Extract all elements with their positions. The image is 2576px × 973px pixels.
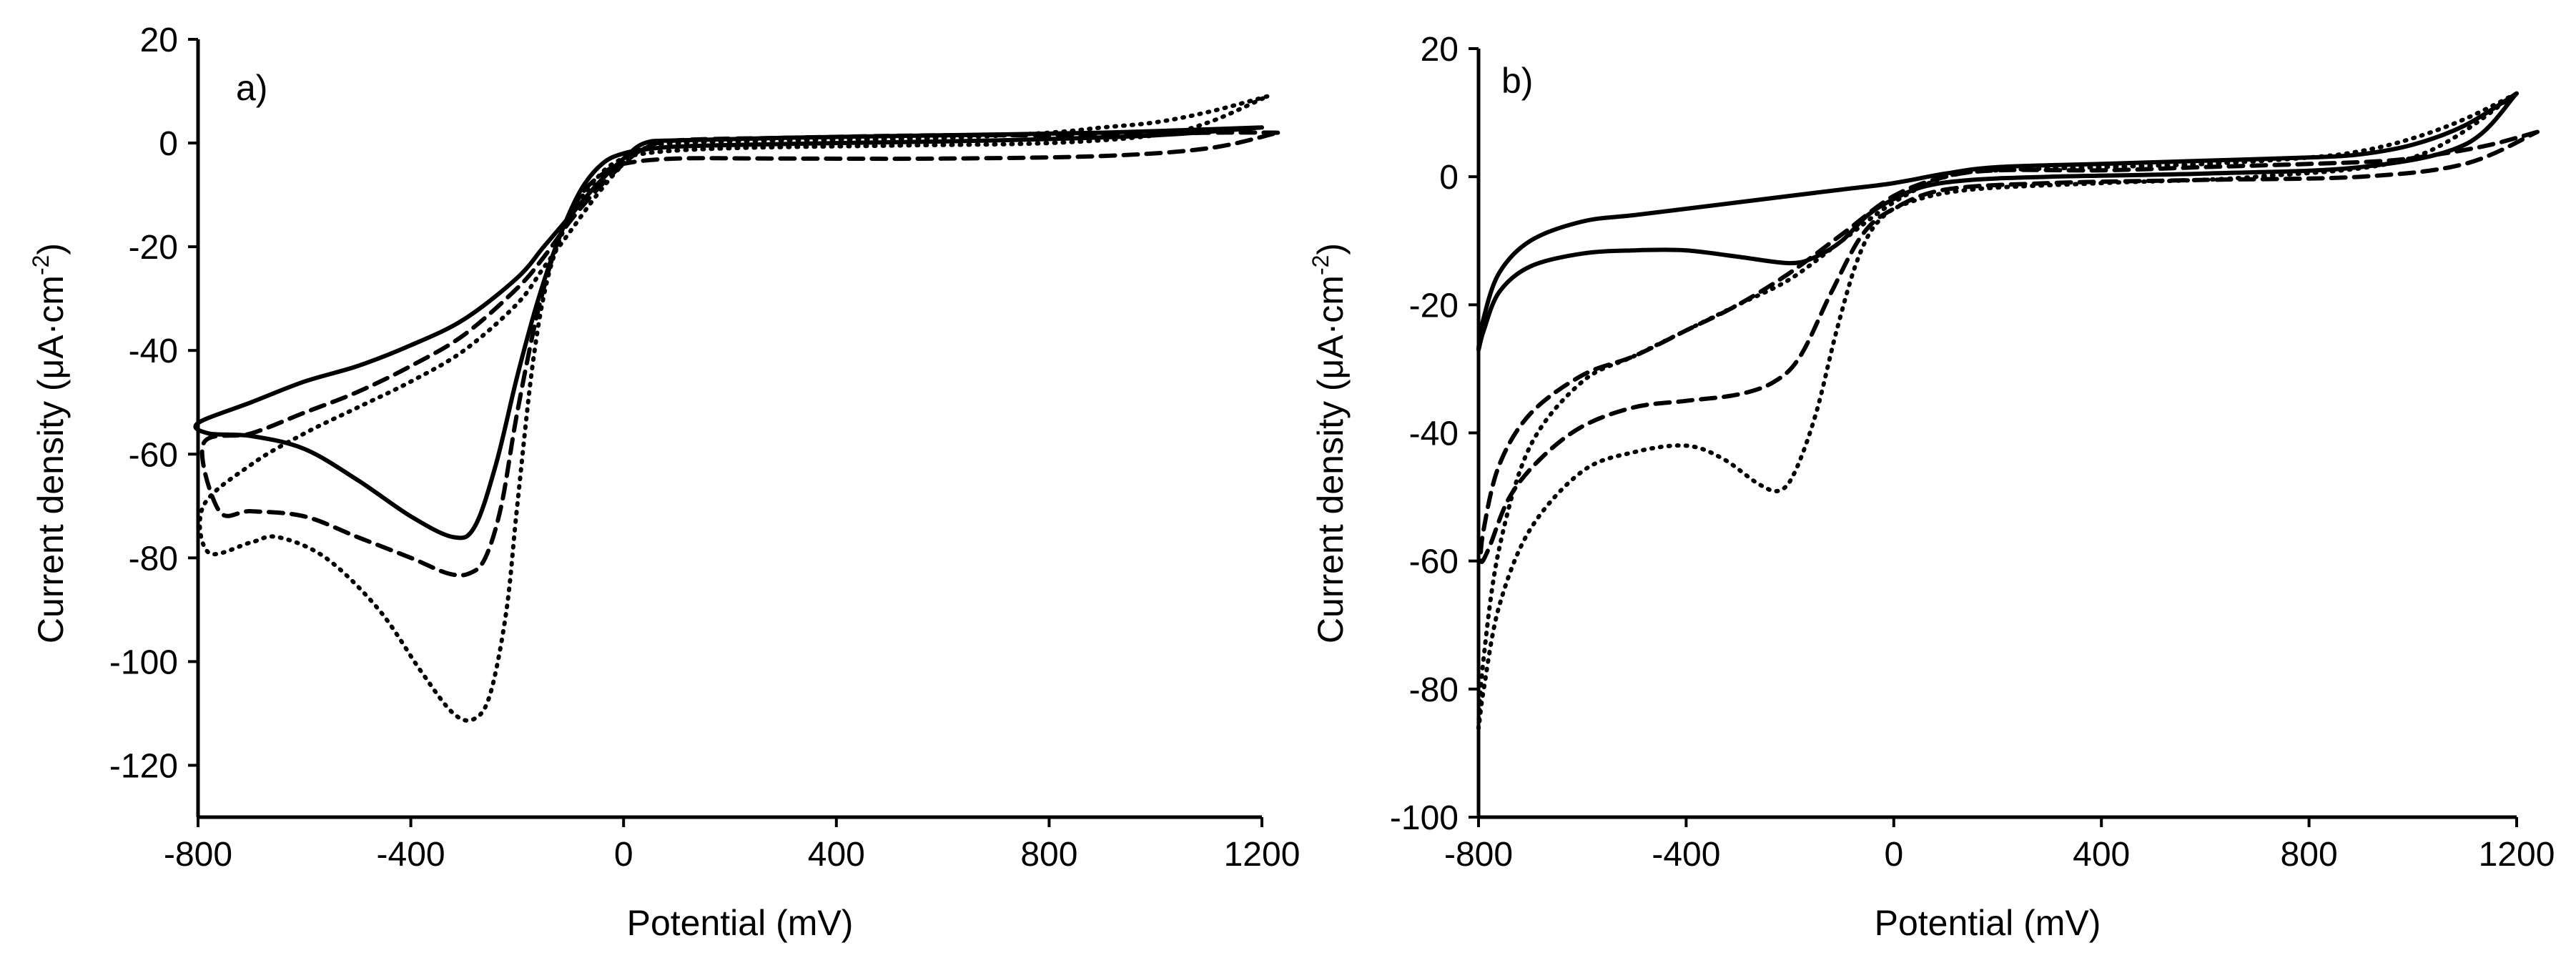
panel-label: b) [1501,61,1533,101]
y-tick-label: 20 [1421,31,1459,69]
x-tick-label: -400 [1652,836,1720,874]
y-tick-label: -100 [109,643,178,681]
y-tick-label: -60 [1409,543,1459,581]
series-dotted-line [197,94,1270,723]
y-axis-title-main: Current density (μA·cm [31,275,71,643]
y-tick-label: -80 [129,540,178,578]
x-tick-label: 0 [614,836,633,874]
x-tick-label: 400 [2073,836,2130,874]
y-tick-label: -40 [129,332,178,370]
y-tick-label: -20 [1409,287,1459,325]
tick-group: -800 -400 0 400 800 1200 20 0 -20 -40 -60 -80 -100 [1390,31,2555,874]
series-dashed-line [1479,129,2540,564]
series-dotted-line [1476,91,2519,731]
x-tick-label: 1200 [1224,836,1301,874]
y-tick-label: -120 [109,747,178,785]
x-tick-label: 0 [1884,836,1903,874]
x-tick-label: -400 [377,836,445,874]
y-axis-title: Current density (μA·cm-2) [1308,243,1351,643]
x-tick-label: -800 [1444,836,1513,874]
chart-panel-a: a) Potential (mV) Current density (μA·cm… [28,21,1300,943]
panel-label: a) [236,68,267,108]
series-solid-line [193,125,1264,540]
y-tick-label: 20 [140,21,178,59]
x-tick-label: 400 [808,836,865,874]
x-tick-label: -800 [164,836,232,874]
y-tick-label: 0 [159,125,178,163]
x-axis-title: Potential (mV) [627,903,854,943]
y-axis-title-main: Current density (μA·cm [1311,275,1351,643]
x-tick-label: 800 [2281,836,2338,874]
y-tick-label: -40 [1409,415,1459,453]
y-tick-label: 0 [1439,159,1459,197]
series-group [193,94,1280,723]
y-axis-title: Current density (μA·cm-2) [28,243,71,643]
y-tick-label: -100 [1390,799,1459,837]
y-tick-label: -80 [1409,671,1459,709]
y-tick-label: -60 [129,436,178,474]
x-axis-title: Potential (mV) [1875,903,2101,943]
y-axis-title-close: ) [31,243,71,255]
chart-panel-b: b) Potential (mV) Current density (μA·cm… [1308,31,2555,943]
series-dashed-line [199,130,1280,578]
x-tick-label: 1200 [2479,836,2555,874]
y-tick-label: -20 [129,229,178,267]
y-axis-title-superscript: -2 [1308,255,1333,275]
series-solid-line [1476,91,2519,352]
y-axis-title-close: ) [1311,243,1351,255]
series-group [1476,91,2540,731]
x-tick-label: 800 [1020,836,1077,874]
tick-group: -800 -400 0 400 800 1200 20 0 -20 -40 -60 -80 -100 -1… [109,21,1300,874]
y-axis-title-superscript: -2 [28,255,54,275]
